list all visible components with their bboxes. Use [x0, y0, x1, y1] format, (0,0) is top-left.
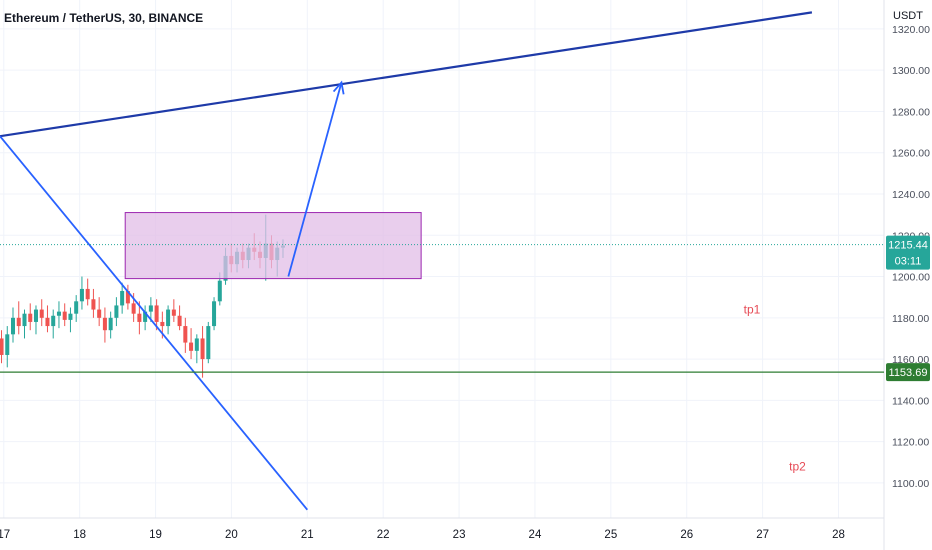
candle-body: [114, 305, 119, 318]
candle-body: [120, 290, 125, 306]
x-tick-label: 23: [453, 529, 466, 541]
candle-body: [102, 317, 107, 331]
candle-body: [39, 309, 44, 318]
candle-body: [33, 309, 38, 322]
currency-label: USDT: [893, 10, 923, 22]
x-tick-label: 26: [680, 529, 693, 541]
candle-body: [148, 305, 153, 312]
support-price-tag: [886, 363, 930, 382]
candle-body: [22, 313, 27, 327]
chart-annotations: tp1 tp2: [744, 303, 807, 474]
y-tick-label: 1320.00: [892, 24, 930, 36]
candle-body: [166, 309, 171, 327]
y-tick-label: 1240.00: [892, 189, 930, 201]
candle-body: [79, 288, 84, 302]
y-tick-label: 1100.00: [892, 478, 929, 490]
candle-body: [74, 301, 79, 314]
y-tick-label: 1260.00: [892, 148, 930, 160]
y-tick-label: 1180.00: [892, 313, 929, 325]
candle-body: [217, 280, 222, 302]
y-tick-label: 1140.00: [892, 395, 929, 407]
candle-body: [45, 317, 50, 327]
candle-body: [10, 317, 16, 335]
x-tick-label: 20: [225, 529, 238, 541]
candle-body: [183, 326, 188, 343]
current-price-value: 1215.44: [888, 240, 928, 252]
price-tags: 1215.44 03:11 1153.69: [886, 235, 930, 382]
consolidation-rectangle: [124, 212, 422, 280]
target-note: tp1: [744, 303, 761, 317]
y-tick-label: 1160.00: [892, 354, 929, 366]
candle-body: [0, 338, 4, 355]
x-tick-label: 25: [604, 529, 617, 541]
chart-drawings: [0, 11, 813, 511]
candle-body: [137, 313, 142, 322]
x-tick-label: 18: [73, 529, 86, 541]
x-tick-label: 27: [756, 529, 769, 541]
candle-body: [189, 342, 194, 351]
candle-body: [28, 313, 33, 322]
candle-body: [212, 301, 217, 327]
candle-body: [16, 317, 21, 327]
candle-body: [56, 311, 61, 316]
candle-body: [206, 326, 211, 360]
candle-body: [200, 338, 205, 360]
bar-countdown: 03:11: [895, 256, 922, 268]
candle-body: [177, 315, 182, 327]
x-tick-label: 24: [529, 529, 542, 541]
y-tick-label: 1280.00: [892, 106, 930, 118]
current-price-tag: [886, 235, 930, 270]
x-tick-label: 21: [301, 529, 314, 541]
y-tick-label: 1200.00: [892, 272, 930, 284]
support-price-value: 1153.69: [889, 367, 928, 379]
price-axis: 1320.001300.001280.001260.001240.001220.…: [892, 24, 930, 490]
arrow-head: [332, 80, 345, 95]
candle-body: [62, 311, 67, 320]
candle-body: [125, 290, 130, 304]
ascending-trendline: [0, 11, 813, 138]
candle-body: [160, 321, 165, 327]
candle-body: [131, 303, 136, 314]
x-tick-label: 22: [377, 529, 390, 541]
price-levels: [0, 244, 884, 373]
candle-body: [97, 309, 102, 318]
time-axis: 17 18 19 20 21 22 23 24 25 26 27 28: [0, 529, 845, 541]
x-tick-label: 17: [0, 529, 10, 541]
candle-body: [5, 334, 10, 355]
x-tick-label: 28: [832, 529, 845, 541]
descending-trendline: [0, 135, 309, 511]
chart-title: Ethereum / TetherUS, 30, BINANCE: [4, 11, 204, 25]
candle-body: [108, 317, 113, 331]
target-note: tp2: [789, 460, 806, 474]
candle-body: [143, 311, 148, 322]
candle-body: [154, 305, 159, 322]
y-tick-label: 1300.00: [892, 65, 930, 77]
x-tick-label: 19: [149, 529, 162, 541]
candle-body: [171, 309, 176, 316]
candle-body: [91, 299, 96, 310]
candle-body: [194, 338, 199, 351]
candle-body: [68, 313, 73, 320]
candle-body: [51, 315, 56, 327]
y-tick-label: 1120.00: [892, 437, 929, 449]
candle-body: [85, 288, 90, 300]
